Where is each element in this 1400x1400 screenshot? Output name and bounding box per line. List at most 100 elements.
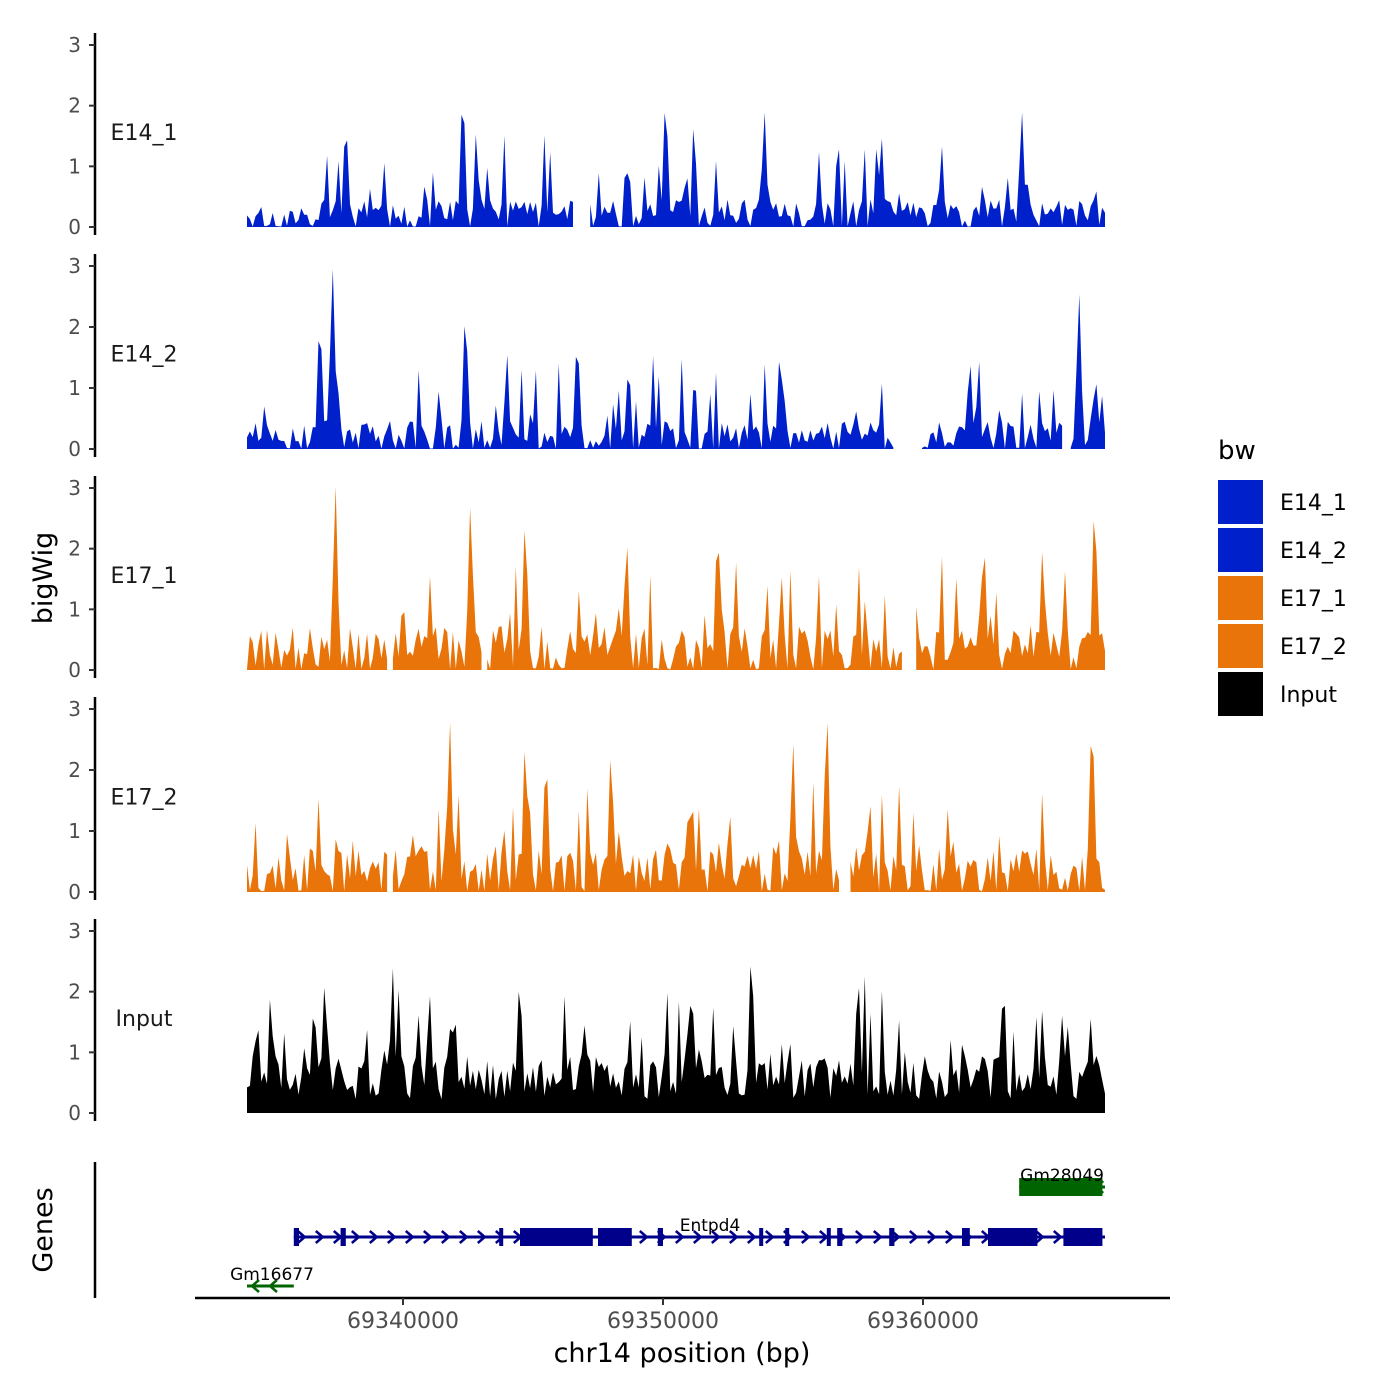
legend-swatch — [1218, 672, 1263, 716]
y-tick-label: 1 — [68, 154, 81, 178]
strand-arrow — [368, 1230, 379, 1244]
gene-exon — [293, 1228, 299, 1246]
track-E17_1: 0 1 2 3 E17_1 — [68, 476, 1105, 682]
gene-exon — [520, 1228, 593, 1246]
y-tick-label: 2 — [68, 537, 81, 561]
strand-arrow — [674, 1230, 685, 1244]
strand-arrow — [710, 1230, 721, 1244]
gene-exon — [826, 1228, 831, 1246]
y-tick-label: 0 — [68, 215, 81, 239]
strand-arrow — [476, 1230, 487, 1244]
y-tick-label: 0 — [68, 658, 81, 682]
track-E14_2: 0 1 2 3 E14_2 — [68, 254, 1105, 461]
y-tick-label: 0 — [68, 437, 81, 461]
x-axis-title: chr14 position (bp) — [554, 1338, 811, 1369]
strand-arrow — [250, 1279, 260, 1293]
gene-Gm16677: Gm16677 — [230, 1265, 314, 1293]
strand-arrow — [926, 1230, 937, 1244]
strand-arrow — [764, 1230, 775, 1244]
genes-track-title: Genes — [28, 1187, 59, 1272]
track-E17_2: 0 1 2 3 E17_2 — [68, 697, 1105, 904]
strand-arrow — [350, 1230, 361, 1244]
x-tick-label: 69360000 — [867, 1309, 979, 1334]
strand-arrow — [458, 1230, 469, 1244]
coverage-area-E17_2 — [850, 745, 1105, 892]
coverage-area-E17_2 — [392, 722, 839, 892]
strand-arrow — [728, 1230, 739, 1244]
legend-title: bw — [1218, 436, 1256, 466]
gene-exon — [340, 1228, 346, 1246]
y-tick-label: 2 — [68, 94, 81, 118]
gene-exon — [837, 1228, 843, 1246]
gene-label: Gm16677 — [230, 1265, 314, 1285]
strand-arrow — [422, 1230, 433, 1244]
gene-exon — [1019, 1178, 1103, 1196]
track-Input: 0 1 2 3 Input — [68, 919, 1105, 1125]
x-axis: 69340000 69350000 69360000 — [195, 1296, 1170, 1334]
coverage-area-E14_2 — [247, 269, 894, 449]
gene-exon — [657, 1228, 663, 1246]
legend-label: E17_1 — [1280, 587, 1347, 612]
coverage-area-E17_2 — [247, 798, 388, 892]
y-tick-label: 3 — [68, 33, 81, 57]
strand-arrow — [296, 1230, 307, 1244]
track-E14_1: 0 1 2 3 E14_1 — [68, 33, 1105, 239]
strand-arrow — [440, 1230, 451, 1244]
strand-arrow — [386, 1230, 397, 1244]
coverage-area-Input — [247, 966, 1105, 1113]
gene-exon — [499, 1228, 504, 1246]
coverage-area-E17_1 — [916, 520, 1105, 670]
y-tick-label: 3 — [68, 697, 81, 721]
legend-swatch — [1218, 480, 1263, 524]
strand-arrow — [854, 1230, 865, 1244]
strand-arrow — [638, 1230, 649, 1244]
gene-label: Gm28049 — [1020, 1166, 1104, 1186]
y-tick-label: 1 — [68, 597, 81, 621]
gene-exon — [785, 1228, 790, 1246]
y-tick-label: 2 — [68, 315, 81, 339]
strand-arrow — [314, 1230, 325, 1244]
y-axis-title: bigWig — [28, 532, 59, 625]
track-label: E14_2 — [111, 343, 178, 368]
y-tick-label: 1 — [68, 376, 81, 400]
gene-exon — [1063, 1228, 1103, 1246]
coverage-area-E14_1 — [247, 114, 573, 227]
gene-exon — [988, 1228, 1038, 1246]
track-label: E14_1 — [111, 121, 178, 146]
strand-arrow — [692, 1230, 703, 1244]
y-tick-label: 3 — [68, 476, 81, 500]
gene-Entpd4: Entpd4 — [293, 1216, 1105, 1246]
strand-arrow — [1052, 1230, 1063, 1244]
y-tick-label: 3 — [68, 254, 81, 278]
strand-arrow — [908, 1230, 919, 1244]
strand-arrow — [268, 1279, 278, 1293]
y-tick-label: 1 — [68, 819, 81, 843]
y-tick-label: 3 — [68, 919, 81, 943]
legend-label: E14_1 — [1280, 491, 1347, 516]
y-tick-label: 0 — [68, 1101, 81, 1125]
x-tick-label: 69340000 — [347, 1309, 459, 1334]
strand-arrow — [746, 1230, 757, 1244]
y-tick-label: 2 — [68, 758, 81, 782]
gene-label: Entpd4 — [680, 1216, 741, 1236]
coverage-area-E14_2 — [1070, 294, 1105, 449]
legend-label: Input — [1280, 683, 1337, 708]
track-label: E17_2 — [111, 786, 178, 811]
legend-swatch — [1218, 624, 1263, 668]
signal-tracks: 0 1 2 3 E14_1 0 1 2 3 E14_2 0 1 2 3 E17_1 0 1 2 3 E17_2 0 1 2 3… — [68, 33, 1105, 1125]
track-label: E17_1 — [111, 564, 178, 589]
coverage-area-E14_2 — [922, 361, 1063, 449]
x-tick-label: 69350000 — [607, 1309, 719, 1334]
gene-Gm28049: Gm28049 — [1019, 1166, 1105, 1196]
strand-arrow — [872, 1230, 883, 1244]
coverage-area-E17_1 — [247, 486, 388, 670]
y-tick-label: 1 — [68, 1040, 81, 1064]
legend: bw E14_1 E14_2 E17_1 E17_2 Input — [1218, 436, 1347, 716]
legend-label: E17_2 — [1280, 635, 1347, 660]
gene-exon — [889, 1228, 895, 1246]
genes-track: Entpd4 Gm28049 Gm16677 — [93, 1162, 1105, 1298]
coverage-area-E14_1 — [590, 112, 1105, 227]
coverage-area-E17_1 — [392, 507, 482, 670]
gene-exon — [598, 1228, 632, 1246]
